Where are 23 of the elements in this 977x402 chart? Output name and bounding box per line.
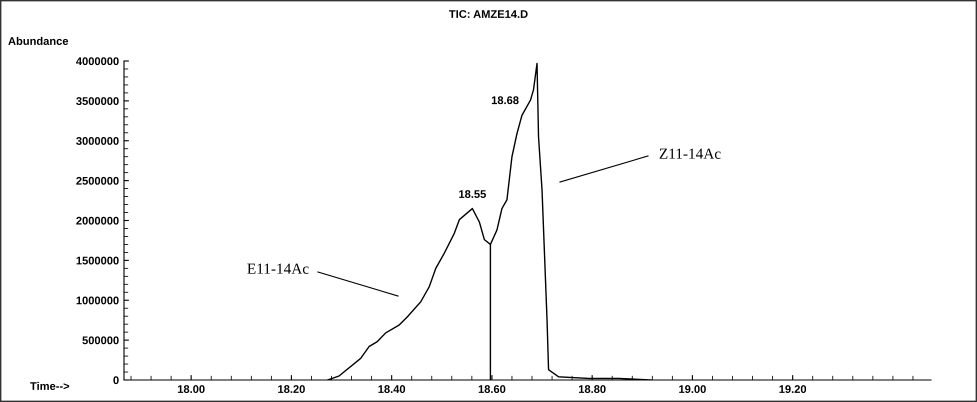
x-tick-label: 19.00: [679, 385, 706, 394]
annotation: Z11-14Ac: [660, 148, 721, 159]
annotation: 18.55: [459, 190, 486, 198]
y-tick-label: 1000000: [76, 296, 119, 304]
y-tick-label: 3500000: [76, 97, 119, 106]
x-tick-label: 18.60: [478, 385, 506, 394]
x-axis-title: Time-->: [30, 382, 70, 390]
y-tick-label: 1500000: [76, 256, 119, 265]
y-tick-label: 4000000: [76, 57, 119, 66]
x-tick-label: 18.80: [578, 385, 606, 394]
chart-title: TIC: AMZE14.D: [449, 10, 528, 18]
x-tick-label: 18.00: [178, 385, 205, 394]
annotation: E11-14Ac: [247, 264, 309, 274]
y-axis-title: Abundance: [8, 36, 68, 45]
y-tick-label: 2500000: [76, 176, 119, 185]
y-tick-label: 0: [113, 376, 119, 384]
y-tick-label: 2000000: [76, 216, 119, 225]
y-tick-label: 500000: [82, 336, 119, 344]
x-tick-label: 18.40: [378, 385, 406, 394]
x-tick-label: 18.20: [278, 385, 305, 394]
x-tick-label: 19.20: [779, 385, 806, 394]
y-tick-label: 3000000: [76, 137, 119, 145]
annotation: 18.68: [492, 96, 519, 104]
